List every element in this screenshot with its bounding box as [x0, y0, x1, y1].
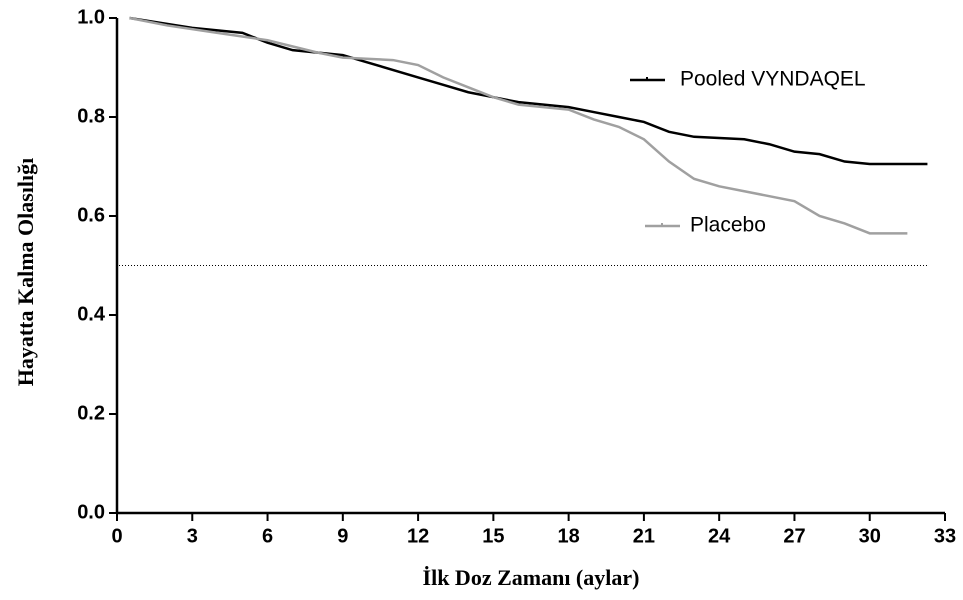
x-tick-label: 9 [337, 525, 348, 547]
y-tick-label: 1.0 [77, 6, 105, 28]
y-tick-label: 0.0 [77, 501, 105, 523]
x-tick-label: 30 [859, 525, 881, 547]
x-axis-title: İlk Doz Zamanı (aylar) [423, 565, 640, 590]
x-tick-label: 3 [187, 525, 198, 547]
survival-curve [129, 16, 908, 235]
y-axis-title: Hayatta Kalma Olasılığı [13, 158, 38, 387]
legend-label: Pooled VYNDAQEL [680, 68, 866, 91]
x-tick-label: 21 [633, 525, 655, 547]
x-tick-label: 6 [262, 525, 273, 547]
y-tick-label: 0.8 [77, 105, 105, 127]
x-tick-label: 27 [783, 525, 805, 547]
y-tick-label: 0.6 [77, 204, 105, 226]
x-tick-label: 0 [111, 525, 122, 547]
x-tick-label: 24 [708, 525, 731, 547]
y-tick-label: 0.4 [77, 303, 106, 325]
legend-label: Placebo [690, 214, 766, 237]
survival-curve [129, 16, 928, 166]
x-tick-label: 33 [934, 525, 956, 547]
x-tick-label: 15 [482, 525, 504, 547]
x-tick-label: 12 [407, 525, 429, 547]
x-tick-label: 18 [558, 525, 580, 547]
y-tick-label: 0.2 [77, 402, 105, 424]
